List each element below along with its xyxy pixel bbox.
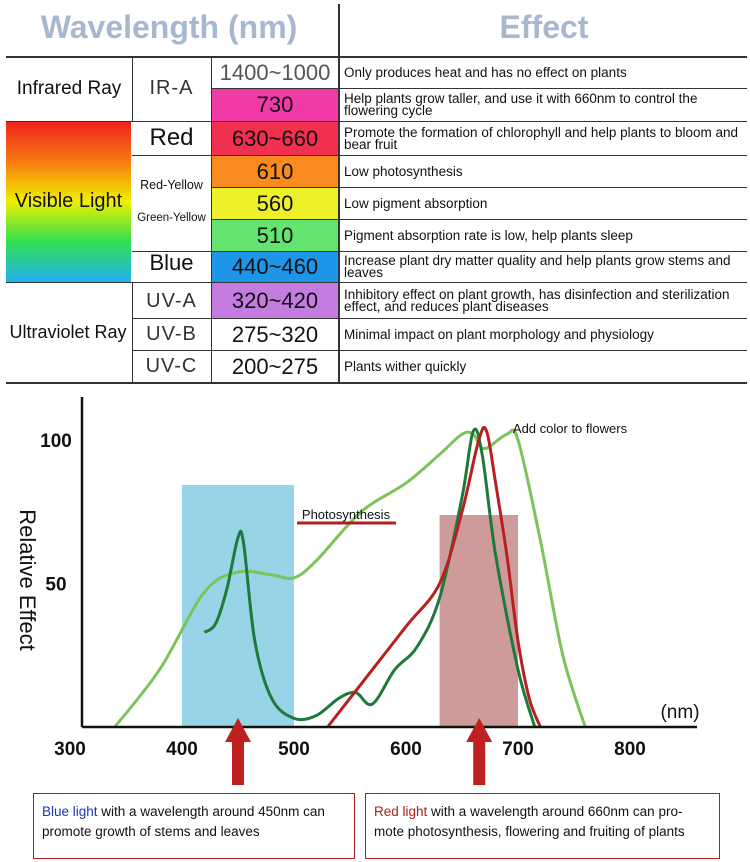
effect-text: Help plants grow taller, and use it with… xyxy=(344,91,698,118)
x-tick-label: 400 xyxy=(166,739,198,760)
table-rule xyxy=(6,121,747,122)
sub-label-red-yellow: Red-Yellow xyxy=(140,178,203,192)
table-rule xyxy=(132,251,747,252)
wavelength-color-cell xyxy=(212,252,338,282)
wavelength-value: 510 xyxy=(256,222,294,248)
effect-text: Only produces heat and has no effect on … xyxy=(344,64,627,80)
wavelength-color-cell xyxy=(212,188,338,219)
red-light-text: with a wavelength around 660nm can pro-m… xyxy=(374,804,685,839)
table-rule xyxy=(212,187,747,188)
blue-arrow xyxy=(225,718,251,785)
spectrum-chart: 300 400 500 600 700 800 50 100 Relative Effect (n… xyxy=(15,397,700,785)
effect-text: Minimal impact on plant morphology and p… xyxy=(344,326,654,342)
table-rule xyxy=(132,350,747,351)
photosynthesis-annotation: Photosynthesis xyxy=(302,507,391,522)
table-rule xyxy=(212,88,747,89)
wavelength-color-cell xyxy=(212,283,338,318)
table-rule xyxy=(211,56,212,382)
x-tick-label: 800 xyxy=(614,739,646,760)
y-tick-label: 50 xyxy=(45,575,66,596)
x-tick-label: 700 xyxy=(502,739,534,760)
wavelength-color-cell xyxy=(212,319,338,350)
sub-label-ir-a: IR-A xyxy=(149,77,194,99)
table-rule xyxy=(6,282,747,283)
blue-light-text: with a wavelength around 450nm can promo… xyxy=(42,804,325,839)
wavelength-value: 440~460 xyxy=(231,254,319,279)
red-arrow xyxy=(466,718,493,785)
table-rule xyxy=(6,382,747,384)
sub-label-green-yellow: Green-Yellow xyxy=(137,212,206,224)
category-visible: Visible Light xyxy=(14,190,123,212)
chlorophyll-a-line xyxy=(326,425,542,728)
effect-text: Inhibitory effect on plant growth, has d… xyxy=(344,286,730,314)
chlorophyll-b-line xyxy=(203,427,537,728)
table-rule xyxy=(338,4,340,382)
sub-label-uv-b: UV-B xyxy=(146,322,197,345)
wavelength-color-cell xyxy=(212,220,338,251)
wavelength-value: 1400~1000 xyxy=(219,59,331,85)
x-tick-label: 300 xyxy=(54,739,86,760)
wavelength-color-cell xyxy=(212,351,338,382)
x-axis-unit-label: (nm) xyxy=(660,702,699,723)
y-tick-label: 100 xyxy=(40,431,72,452)
sub-label-blue: Blue xyxy=(149,250,194,275)
y-axis-label: Relative Effect xyxy=(15,509,40,650)
sub-label-uv-c: UV-C xyxy=(145,354,198,377)
flowers-annotation: Add color to flowers xyxy=(513,421,628,436)
wavelength-value: 610 xyxy=(256,158,294,184)
table-rule xyxy=(132,155,747,156)
category-ultraviolet: Ultraviolet Ray xyxy=(9,321,127,342)
table-rule xyxy=(212,219,747,220)
wavelength-value: 200~275 xyxy=(231,353,319,379)
red-light-highlight: Red light xyxy=(374,804,428,819)
wavelength-color-cell xyxy=(212,89,338,121)
visible-spectrum-gradient xyxy=(6,121,131,282)
sub-label-uv-a: UV-A xyxy=(146,289,197,312)
blue-band xyxy=(182,485,294,727)
wavelength-value: 560 xyxy=(256,190,294,216)
blue-light-highlight: Blue light xyxy=(42,804,98,819)
effect-text: Promote the formation of chlorophyll and… xyxy=(344,124,738,152)
table-rule xyxy=(132,318,747,319)
wavelength-value: 630~660 xyxy=(231,125,319,151)
effect-text: Low photosynthesis xyxy=(344,163,463,179)
effect-text: Increase plant dry matter quality and he… xyxy=(344,253,731,280)
wavelength-color-cell xyxy=(212,57,338,88)
sub-label-red: Red xyxy=(149,124,194,151)
table-rule xyxy=(132,282,133,382)
effect-text: Plants wither quickly xyxy=(344,358,467,374)
wavelength-value: 275~320 xyxy=(231,321,319,347)
wavelength-color-cell xyxy=(212,156,338,187)
table-rule xyxy=(132,56,133,121)
x-tick-label: 600 xyxy=(390,739,422,760)
wavelength-color-cell xyxy=(212,122,338,155)
effect-text: Pigment absorption rate is low, help pla… xyxy=(344,227,633,243)
red-light-callout: Red light with a wavelength around 660nm… xyxy=(365,793,720,859)
effect-text: Low pigment absorption xyxy=(344,195,488,211)
header-wavelength: Wavelength (nm) xyxy=(40,8,298,45)
wavelength-value: 730 xyxy=(256,92,294,117)
x-tick-label: 500 xyxy=(278,739,310,760)
header-effect: Effect xyxy=(499,8,589,45)
table-rule xyxy=(6,56,747,58)
blue-light-callout: Blue light with a wavelength around 450n… xyxy=(33,793,355,859)
wavelength-value: 320~420 xyxy=(231,287,319,313)
category-infrared: Infrared Ray xyxy=(16,77,122,99)
